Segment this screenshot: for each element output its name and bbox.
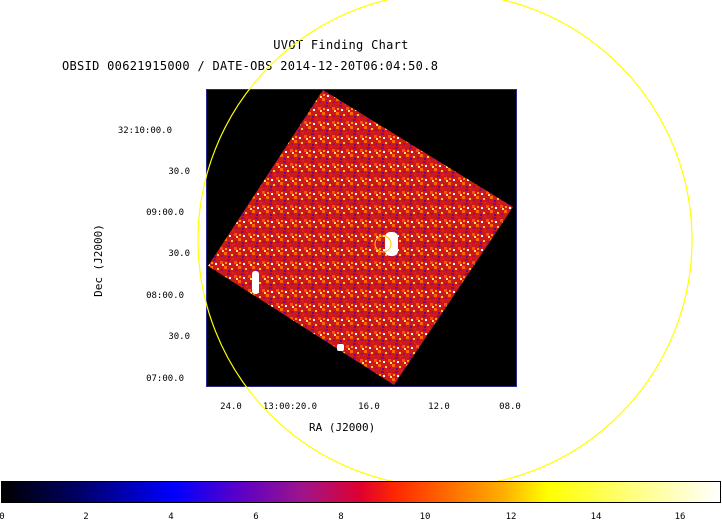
dec-tick: 09:00.0 (146, 208, 184, 218)
dec-tick: 32:10:00.0 (117, 126, 172, 136)
dec-tick: 30.0 (168, 167, 190, 177)
image-panel (206, 89, 517, 387)
colorbar-tick: 2 (83, 512, 89, 522)
colorbar-tick: 10 (419, 512, 431, 522)
colorbar-tick: 6 (253, 512, 259, 522)
dec-tick: 30.0 (168, 332, 190, 342)
colorbar-tick: 0 (0, 512, 5, 522)
dec-tick: 08:00.0 (146, 291, 184, 301)
ra-tick: 13:00:20.0 (262, 402, 318, 412)
colorbar-tick: 4 (168, 512, 174, 522)
dec-axis-label: Dec (J2000) (91, 224, 105, 297)
colorbar-tick: 12 (505, 512, 517, 522)
colorbar-tick: 8 (338, 512, 344, 522)
ra-axis-label: RA (J2000) (309, 421, 376, 434)
colorbar-tick: 14 (590, 512, 602, 522)
chart-subtitle: OBSID 00621915000 / DATE-OBS 2014-12-20T… (62, 59, 439, 73)
colorbar (1, 481, 721, 503)
ra-tick: 08.0 (499, 402, 521, 412)
colorbar-tick: 16 (674, 512, 686, 522)
chart-title: UVOT Finding Chart (273, 38, 409, 52)
dec-tick: 30.0 (168, 249, 190, 259)
ra-tick: 12.0 (428, 402, 450, 412)
dec-tick: 07:00.0 (146, 374, 184, 384)
ra-tick: 16.0 (358, 402, 380, 412)
